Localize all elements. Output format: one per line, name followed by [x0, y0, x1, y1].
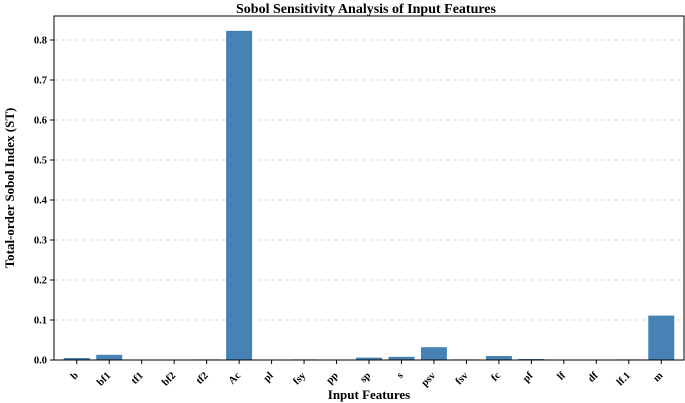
bar-bf1	[96, 354, 123, 360]
bar-psv	[420, 347, 447, 360]
x-tick-label-tf1: tf1	[129, 370, 145, 386]
chart-title: Sobol Sensitivity Analysis of Input Feat…	[236, 2, 497, 17]
plot-frame	[53, 15, 685, 361]
x-tick-label-pf: pf	[521, 370, 536, 385]
bar-s	[388, 356, 415, 360]
x-tick-label-m: m	[651, 370, 665, 384]
x-tick-label-tf2: tf2	[194, 370, 210, 386]
bars	[63, 30, 675, 361]
x-tick-label-pp: pp	[325, 370, 341, 386]
x-tick-label-s: s	[395, 370, 406, 381]
y-tick-label: 0.3	[34, 236, 47, 247]
x-tick-label-sp: sp	[358, 370, 373, 385]
y-tick-label: 0.5	[34, 156, 47, 167]
y-tick-label: 0.1	[34, 316, 47, 327]
x-tick-label-df: df	[586, 370, 601, 385]
x-tick-label-fsv: fsv	[454, 370, 471, 387]
x-axis-ticks: b bf1 tf1 bf2 tf2 Ac pl fsy pp sp s psv fsv fc pf lf df l…	[69, 360, 666, 389]
x-axis-label: Input Features	[328, 387, 410, 402]
x-tick-label-fc: fc	[489, 370, 503, 384]
x-tick-label-pl: pl	[262, 370, 276, 384]
bar-sp	[356, 357, 382, 360]
y-axis-label: Total-order Sobol Index (ST)	[2, 108, 17, 269]
x-tick-label-bf2: bf2	[160, 370, 178, 388]
bar-fc	[485, 356, 512, 360]
x-tick-label-Ac: Ac	[227, 370, 244, 387]
x-tick-label-psv: psv	[420, 370, 439, 389]
y-tick-label: 0.7	[34, 76, 47, 87]
x-tick-label-lf: lf	[556, 370, 569, 383]
grid-lines	[54, 39, 684, 361]
x-tick-label-lf.1: lf.1	[615, 370, 633, 388]
y-tick-label: 0.2	[34, 276, 47, 287]
y-tick-label: 0.8	[34, 36, 47, 47]
x-tick-label-fsy: fsy	[291, 370, 308, 387]
x-tick-label-bf1: bf1	[95, 370, 113, 388]
x-tick-label-b: b	[69, 370, 81, 382]
y-tick-label: 0.0	[34, 356, 47, 367]
y-tick-label: 0.6	[34, 116, 47, 127]
y-tick-label: 0.4	[34, 196, 48, 207]
bar-b	[63, 358, 90, 360]
bar-Ac	[226, 30, 253, 361]
y-axis-ticks: 0.0 0.1 0.2 0.3 0.4 0.5 0.6 0.7 0.8	[34, 36, 54, 367]
bar-m	[648, 315, 675, 360]
